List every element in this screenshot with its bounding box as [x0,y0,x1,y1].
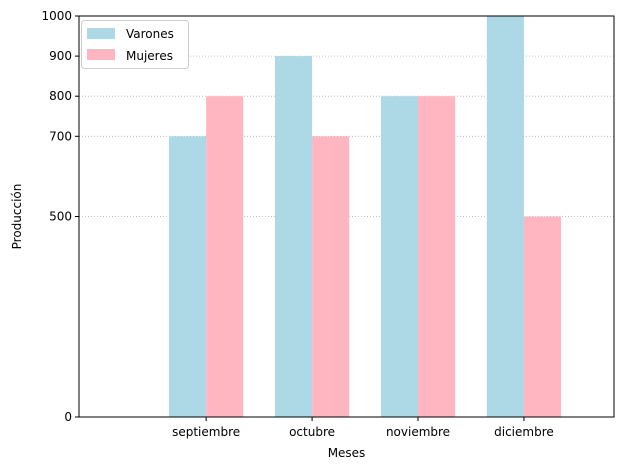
legend-swatch-mujeres [87,49,115,60]
x-axis-label: Meses [328,446,366,460]
legend-label-mujeres: Mujeres [126,49,173,63]
bar-varones-diciembre [486,16,524,417]
legend-swatch-varones [87,28,115,39]
y-axis-label: Producción [10,184,24,250]
bar-mujeres-diciembre [523,216,562,417]
legend: Varones Mujeres [81,20,189,69]
x-tick-label-septiembre: septiembre [172,425,240,439]
x-tick-label-diciembre: diciembre [494,425,554,439]
y-tick-label-700: 700 [49,129,72,143]
y-tick-label-1000: 1000 [41,9,72,23]
legend-label-varones: Varones [126,27,174,41]
y-axis: 0 500 700 800 900 1000 [41,9,79,424]
bars [169,16,562,418]
bar-varones-octubre [274,56,313,417]
bar-varones-septiembre [169,136,207,418]
x-tick-label-noviembre: noviembre [386,425,450,439]
y-tick-label-800: 800 [49,89,72,103]
bar-mujeres-octubre [312,136,350,418]
y-tick-label-900: 900 [49,49,72,63]
x-tick-label-octubre: octubre [289,425,335,439]
bar-mujeres-noviembre [418,96,456,417]
y-tick-label-0: 0 [64,410,72,424]
bar-varones-noviembre [380,96,419,417]
x-axis: septiembre octubre noviembre diciembre [172,417,554,439]
y-tick-label-500: 500 [49,210,72,224]
bar-mujeres-septiembre [206,96,244,417]
